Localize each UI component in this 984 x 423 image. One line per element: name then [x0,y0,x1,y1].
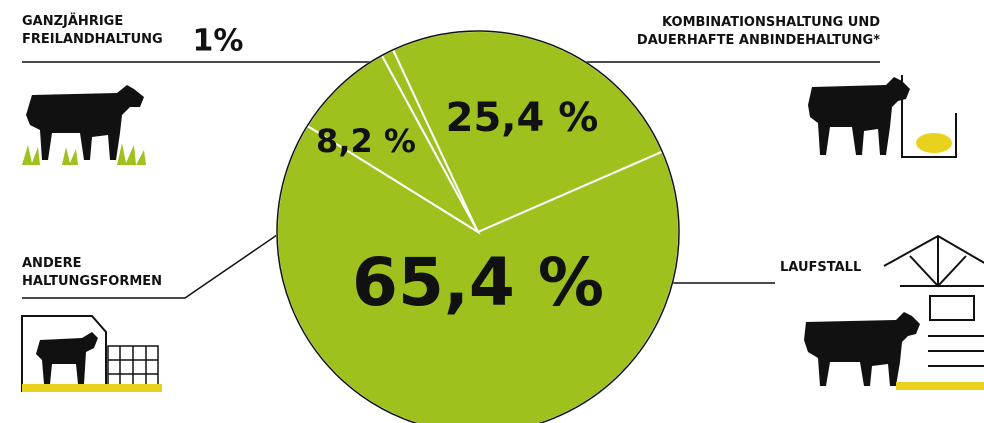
category-label: GANZJÄHRIGE FREILANDHALTUNG [22,14,163,47]
pie [276,30,680,423]
pie-outline [276,30,680,423]
value-label: 1% [193,24,244,59]
cow-icon [808,75,957,158]
category-label: KOMBINATIONSHALTUNG UND DAUERHAFTE ANBIN… [636,15,880,48]
category-label: ANDERE HALTUNGSFORMEN [22,256,163,289]
category-label: LAUFSTALL [780,260,862,275]
cow-icon [22,85,146,165]
value-label: 65,4 % [352,244,604,321]
value-label: 8,2 % [316,122,416,160]
value-label: 25,4 % [446,95,599,141]
icons [21,75,984,392]
barn-icon [804,234,984,390]
pen-icon [21,315,162,392]
